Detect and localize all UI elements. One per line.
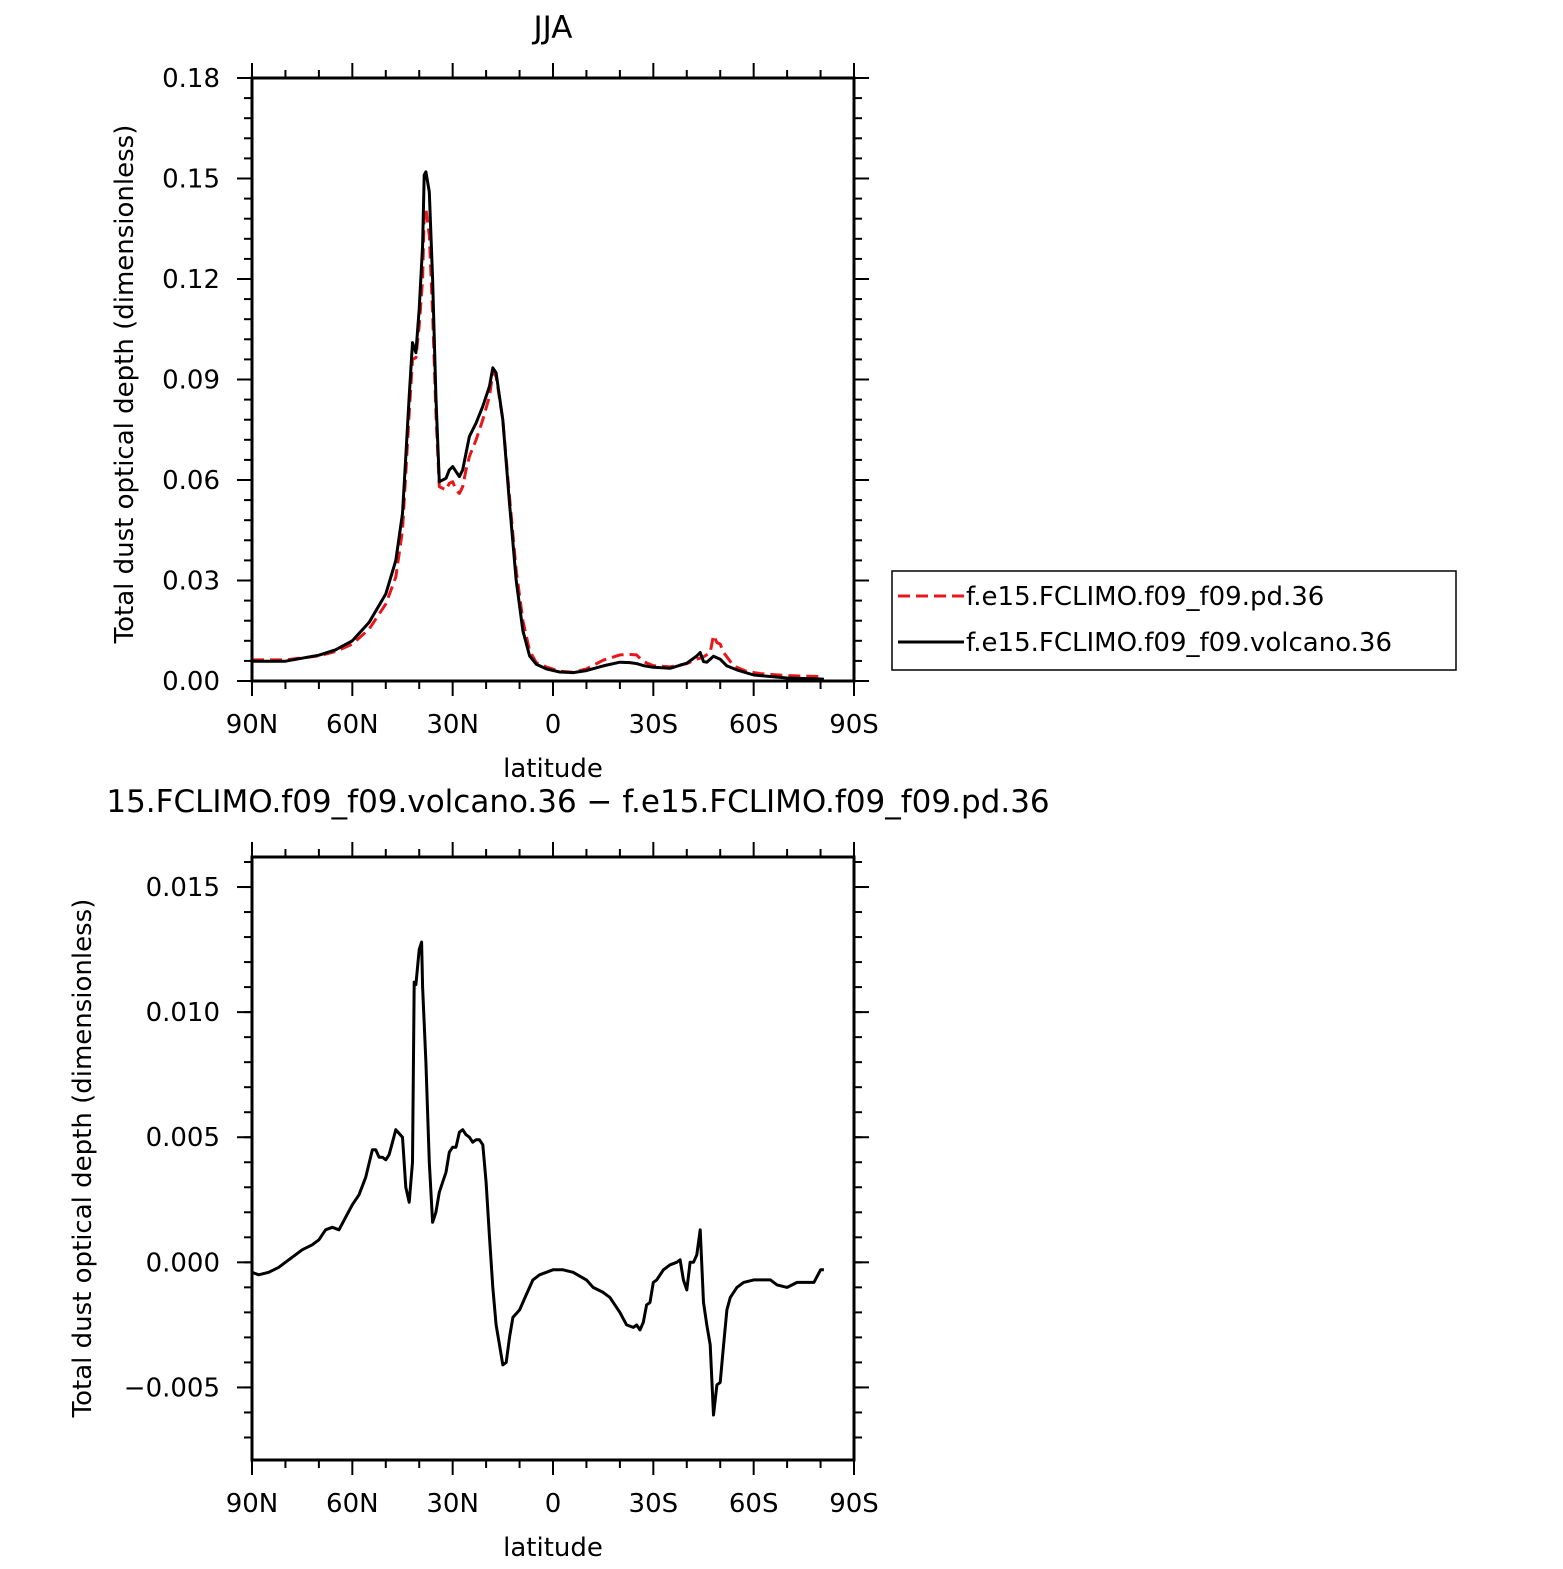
top-panel-title: JJA: [532, 10, 573, 46]
top-y-tick-label: 0.06: [162, 466, 220, 496]
legend-label-pd: f.e15.FCLIMO.f09_f09.pd.36: [966, 582, 1324, 612]
top-y-tick-label: 0.15: [162, 165, 220, 195]
top-y-tick-label: 0.12: [162, 265, 220, 295]
legend-box: [891, 570, 1457, 671]
bottom-y-axis-title: Total dust optical depth (dimensionless): [68, 899, 98, 1419]
top-y-tick-label: 0.18: [162, 64, 220, 94]
bottom-plot-frame: [250, 855, 856, 1462]
bottom-y-tick-label: −0.005: [124, 1373, 220, 1403]
bottom-x-tick-label: 60S: [729, 1489, 779, 1519]
legend: f.e15.FCLIMO.f09_f09.pd.36 f.e15.FCLIMO.…: [891, 570, 1457, 671]
bottom-x-tick-label: 0: [545, 1489, 562, 1519]
top-y-tick-label: 0.09: [162, 366, 220, 396]
bottom-panel-title: 15.FCLIMO.f09_f09.volcano.36 − f.e15.FCL…: [106, 784, 1049, 820]
bottom-series-layer: [251, 940, 824, 1417]
bottom-x-tick-label: 60N: [326, 1489, 379, 1519]
bottom-tick-layer: 90N 60N 30N 0 30S 60S 90S −0.005 0.000 0.005 0.010…: [124, 842, 879, 1519]
bottom-x-tick-label: 90N: [226, 1489, 279, 1519]
bottom-series-line-0: [251, 940, 824, 1417]
top-series-layer: [252, 170, 825, 681]
top-x-axis-title: latitude: [503, 754, 603, 784]
top-x-tick-label: 30S: [629, 710, 679, 740]
top-y-tick-label: 0.00: [162, 667, 220, 697]
top-x-tick-label: 90S: [829, 710, 879, 740]
bottom-x-axis-title: latitude: [503, 1533, 603, 1563]
bottom-y-tick-label: 0.000: [146, 1248, 220, 1278]
top-x-tick-label: 30N: [426, 710, 479, 740]
top-panel: JJA 90N 60N 30N 0 30S 60S 90S 0.00 0.03 0.06 0.09 0…: [110, 10, 879, 784]
bottom-x-tick-label: 30N: [426, 1489, 479, 1519]
top-x-tick-label: 60S: [729, 710, 779, 740]
top-plot-frame: [250, 76, 856, 683]
top-y-tick-label: 0.03: [162, 567, 220, 597]
legend-label-volcano: f.e15.FCLIMO.f09_f09.volcano.36: [966, 628, 1392, 658]
top-x-tick-label: 90N: [226, 710, 279, 740]
top-tick-layer: 90N 60N 30N 0 30S 60S 90S 0.00 0.03 0.06 0.09 0.12 0…: [162, 63, 879, 740]
top-y-axis-title: Total dust optical depth (dimensionless): [110, 125, 140, 645]
top-series-line-0: [252, 207, 825, 679]
bottom-x-tick-label: 30S: [629, 1489, 679, 1519]
bottom-y-tick-label: 0.015: [146, 873, 220, 903]
bottom-y-tick-label: 0.010: [146, 998, 220, 1028]
top-x-tick-label: 60N: [326, 710, 379, 740]
bottom-x-tick-label: 90S: [829, 1489, 879, 1519]
bottom-y-tick-label: 0.005: [146, 1123, 220, 1153]
bottom-panel: 15.FCLIMO.f09_f09.volcano.36 − f.e15.FCL…: [68, 784, 1050, 1563]
top-series-line-1: [252, 170, 825, 681]
top-x-tick-label: 0: [545, 710, 562, 740]
